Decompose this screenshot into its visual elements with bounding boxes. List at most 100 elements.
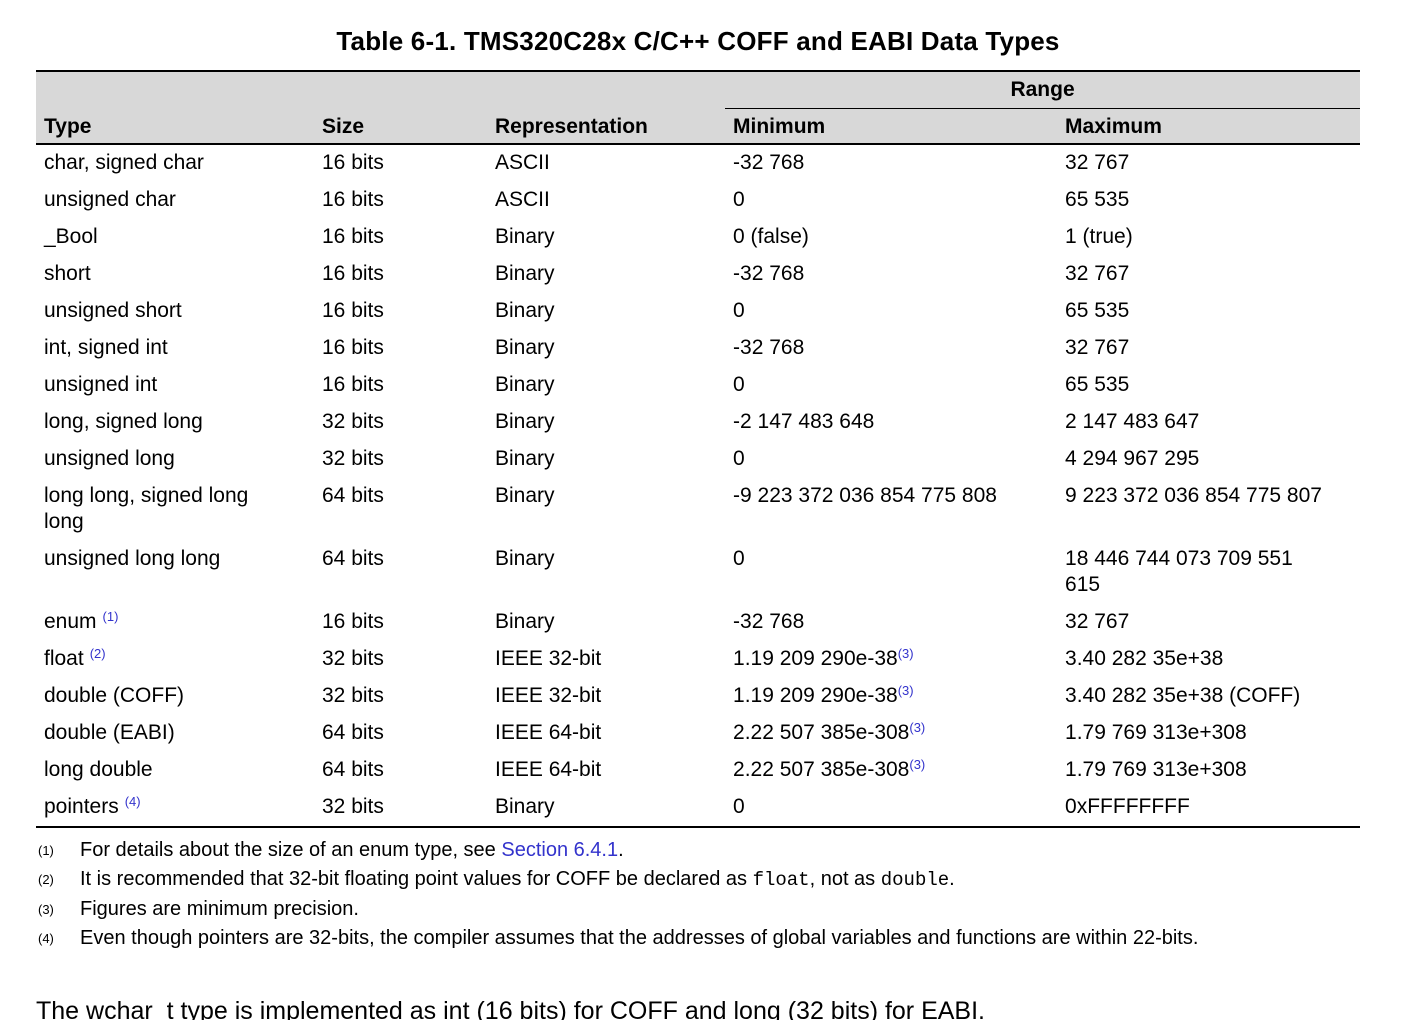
cell-minimum: 0: [733, 188, 745, 211]
cell-type: unsigned short: [44, 299, 182, 322]
cell-minimum: 0: [733, 299, 745, 322]
cell-representation: Binary: [495, 547, 555, 570]
table-row: _Bool 16 bits Binary 0 (false) 1 (true): [36, 219, 1360, 256]
footnote-ref-icon[interactable]: (3): [897, 646, 914, 661]
cell-type: _Bool: [44, 225, 98, 248]
cell-size: 32 bits: [322, 410, 384, 433]
footnote-text: For details about the size of an enum ty…: [80, 839, 502, 861]
cell-representation: Binary: [495, 610, 555, 633]
cell-maximum: 1.79 769 313e+308: [1065, 721, 1247, 744]
code-keyword: double: [880, 869, 950, 891]
cell-minimum: 0: [733, 447, 745, 470]
cell-size: 64 bits: [322, 484, 384, 507]
table-row: long, signed long 32 bits Binary -2 147 483…: [36, 404, 1360, 441]
column-header-minimum: Minimum: [725, 108, 1058, 145]
footnote: (3) Figures are minimum precision.: [36, 895, 1360, 924]
cell-size: 16 bits: [322, 299, 384, 322]
data-types-table: Range Type Size Representation Minimum M…: [36, 70, 1361, 828]
range-header: Range: [725, 70, 1361, 109]
cell-representation: Binary: [495, 262, 555, 285]
cell-maximum: 32 767: [1065, 610, 1130, 633]
cell-size: 16 bits: [322, 262, 384, 285]
table-row: double (EABI) 64 bits IEEE 64-bit 2.22 507 …: [36, 715, 1360, 752]
cell-minimum: -32 768: [733, 336, 805, 359]
footnote-ref-icon[interactable]: (2): [89, 646, 106, 661]
cell-size: 64 bits: [322, 547, 384, 570]
column-header-size: Size: [314, 108, 487, 145]
cell-representation: Binary: [495, 373, 555, 396]
cell-minimum: 0: [733, 547, 745, 570]
cell-representation: Binary: [495, 447, 555, 470]
cell-size: 16 bits: [322, 225, 384, 248]
cell-type: pointers (4): [44, 794, 141, 818]
cell-minimum: 1.19 209 290e-38(3): [733, 646, 914, 670]
column-header-representation: Representation: [487, 108, 726, 145]
table-row: int, signed int 16 bits Binary -32 768 32 76…: [36, 330, 1360, 367]
cell-type: unsigned char: [44, 188, 176, 211]
cell-maximum: 1 (true): [1065, 225, 1133, 248]
cell-representation: Binary: [495, 484, 555, 507]
cell-maximum: 2 147 483 647: [1065, 410, 1200, 433]
footnote: (4) Even though pointers are 32-bits, the…: [36, 924, 1360, 953]
cell-type: unsigned long long: [44, 547, 221, 570]
cell-type: short: [44, 262, 91, 285]
cell-maximum: 65 535: [1065, 373, 1130, 396]
cell-maximum: 65 535: [1065, 299, 1130, 322]
cell-maximum: 65 535: [1065, 188, 1130, 211]
cell-minimum: 0: [733, 795, 745, 818]
cell-minimum: -9 223 372 036 854 775 808: [733, 484, 997, 507]
cell-type: double (COFF): [44, 684, 185, 707]
cell-representation: IEEE 64-bit: [495, 721, 602, 744]
footnote-ref-icon[interactable]: (3): [909, 757, 926, 772]
cell-size: 16 bits: [322, 151, 384, 174]
cell-size: 16 bits: [322, 610, 384, 633]
footnote-ref-icon[interactable]: (3): [909, 720, 926, 735]
cell-maximum: 18 446 744 073 709 551 615: [1065, 547, 1293, 596]
cell-minimum: -32 768: [733, 151, 805, 174]
cell-maximum: 4 294 967 295: [1065, 447, 1200, 470]
cell-representation: ASCII: [495, 188, 550, 211]
table-body: char, signed char 16 bits ASCII -32 768 32 7…: [36, 144, 1360, 827]
footnote-marker: (1): [38, 843, 54, 858]
cell-type: long double: [44, 758, 153, 781]
footnote: (1) For details about the size of an enum…: [36, 836, 1360, 865]
cell-representation: Binary: [495, 336, 555, 359]
footnote-ref-icon[interactable]: (3): [897, 683, 914, 698]
table-title: Table 6-1. TMS320C28x C/C++ COFF and EAB…: [336, 26, 1060, 56]
cell-maximum: 1.79 769 313e+308: [1065, 758, 1247, 781]
cell-type: enum (1): [44, 609, 119, 633]
cell-size: 16 bits: [322, 188, 384, 211]
cell-minimum: -32 768: [733, 262, 805, 285]
footnote-text: Even though pointers are 32-bits, the co…: [80, 927, 1199, 949]
table-row: long double 64 bits IEEE 64-bit 2.22 507 38…: [36, 752, 1360, 789]
footnote-text: .: [618, 839, 624, 861]
cell-size: 64 bits: [322, 758, 384, 781]
footnote-ref-icon[interactable]: (4): [124, 794, 141, 809]
cell-type: double (EABI): [44, 721, 175, 744]
footnote-list: (1) For details about the size of an enum…: [36, 836, 1360, 953]
cell-maximum: 32 767: [1065, 336, 1130, 359]
table-row: char, signed char 16 bits ASCII -32 768 32 7…: [36, 144, 1360, 182]
cell-minimum: 0 (false): [733, 225, 809, 248]
table-header: Range Type Size Representation Minimum M…: [36, 70, 1361, 145]
table-row: unsigned int 16 bits Binary 0 65 535: [36, 367, 1360, 404]
footnote-text: Figures are minimum precision.: [80, 898, 359, 920]
cell-maximum: 32 767: [1065, 151, 1130, 174]
footnote-ref-icon[interactable]: (1): [102, 609, 119, 624]
footnote-marker: (3): [38, 902, 54, 917]
section-link[interactable]: Section 6.4.1: [501, 839, 619, 861]
cell-maximum: 3.40 282 35e+38: [1065, 647, 1224, 670]
cell-maximum: 3.40 282 35e+38 (COFF): [1065, 684, 1301, 707]
cell-type: char, signed char: [44, 151, 204, 174]
table-row: unsigned long long 64 bits Binary 0 18 446 7…: [36, 541, 1360, 604]
table-row: unsigned short 16 bits Binary 0 65 535: [36, 293, 1360, 330]
cell-minimum: 2.22 507 385e-308(3): [733, 720, 926, 744]
footnote-text: It is recommended that 32-bit floating p…: [80, 868, 753, 890]
body-paragraph: The wchar_t type is implemented as int (…: [36, 997, 985, 1020]
cell-type: long, signed long: [44, 410, 203, 433]
cell-maximum: 9 223 372 036 854 775 807: [1065, 484, 1322, 507]
cell-representation: IEEE 64-bit: [495, 758, 602, 781]
cell-minimum: 1.19 209 290e-38(3): [733, 683, 914, 707]
cell-minimum: -2 147 483 648: [733, 410, 875, 433]
